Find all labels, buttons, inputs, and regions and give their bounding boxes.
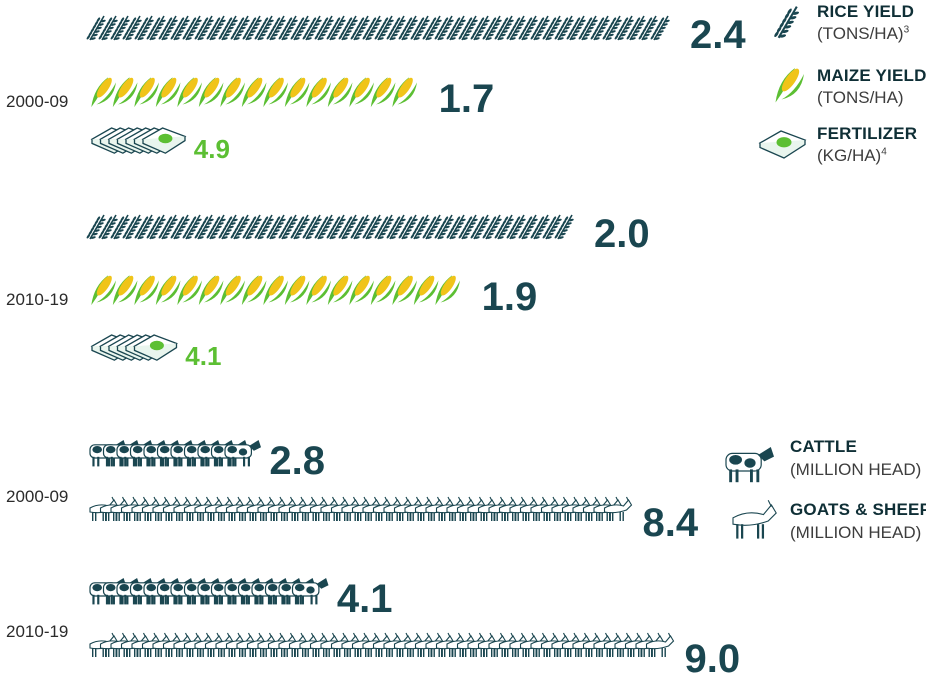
goats-bar-2010-19 <box>89 632 675 657</box>
maize-bar-2000-09 <box>91 77 417 108</box>
legend-cattle-title: CATTLE <box>790 437 857 456</box>
legend-cattle-unit: (MILLION HEAD) <box>790 460 922 479</box>
period-label-crops-2000-09: 2000-09 <box>6 92 69 111</box>
goats-bar-2000-09-value: 8.4 <box>643 501 699 545</box>
fertilizer-bar-2000-09 <box>90 127 187 154</box>
legend-rice-unit: (TONS/HA)3 <box>817 24 909 44</box>
legend-fertilizer-unit: (KG/HA)4 <box>817 146 887 166</box>
rice-bar-2000-09-value: 2.4 <box>690 13 746 57</box>
cattle-bar-2010-19 <box>89 578 329 605</box>
legend-rice-title: RICE YIELD <box>817 2 915 21</box>
legend-maize-title: MAIZE YIELD <box>817 66 926 85</box>
legend-goats-unit: (MILLION HEAD) <box>790 523 922 542</box>
legend-maize-icon <box>775 68 804 103</box>
rice-bar-2000-09 <box>86 15 670 41</box>
maize-bar-2000-09-value: 1.7 <box>439 77 495 121</box>
cattle-bar-2000-09 <box>89 440 261 467</box>
period-label-livestock-2010-19: 2010-19 <box>6 622 69 641</box>
legend-maize-unit: (TONS/HA) <box>817 88 904 107</box>
rice-bar-2010-19 <box>86 214 574 240</box>
period-label-livestock-2000-09: 2000-09 <box>6 487 69 506</box>
legend-rice-unit-text: (TONS/HA) <box>817 24 904 43</box>
fertilizer-bar-2000-09-value: 4.9 <box>194 134 230 164</box>
maize-bar-2010-19 <box>91 275 460 306</box>
maize-bar-2010-19-value: 1.9 <box>482 275 538 319</box>
goats-bar-2010-19-value: 9.0 <box>685 637 741 681</box>
rice-bar-2010-19-value: 2.0 <box>594 212 650 256</box>
fertilizer-bar-2010-19-value: 4.1 <box>185 341 221 371</box>
legend-icons <box>725 6 807 539</box>
cattle-bar-2000-09-value: 2.8 <box>269 439 325 483</box>
legend-goat-icon <box>732 499 777 539</box>
period-label-crops-2010-19: 2010-19 <box>6 290 69 309</box>
fertilizer-bar-2010-19 <box>90 334 178 361</box>
legend-fertilizer-unit-text: (KG/HA) <box>817 146 882 165</box>
cattle-bar-2010-19-value: 4.1 <box>337 577 393 621</box>
legend-fertilizer-note: 4 <box>881 146 887 158</box>
legend-rice-icon <box>774 6 800 39</box>
legend-fertilizer-title: FERTILIZER <box>817 124 918 143</box>
legend-goats-title: GOATS & SHEEP <box>790 500 926 519</box>
goats-bar-2000-09 <box>89 496 633 521</box>
legend-fertilizer-bag-icon <box>758 130 807 159</box>
legend-cow-icon <box>725 447 774 483</box>
legend-rice-note: 3 <box>903 24 910 36</box>
